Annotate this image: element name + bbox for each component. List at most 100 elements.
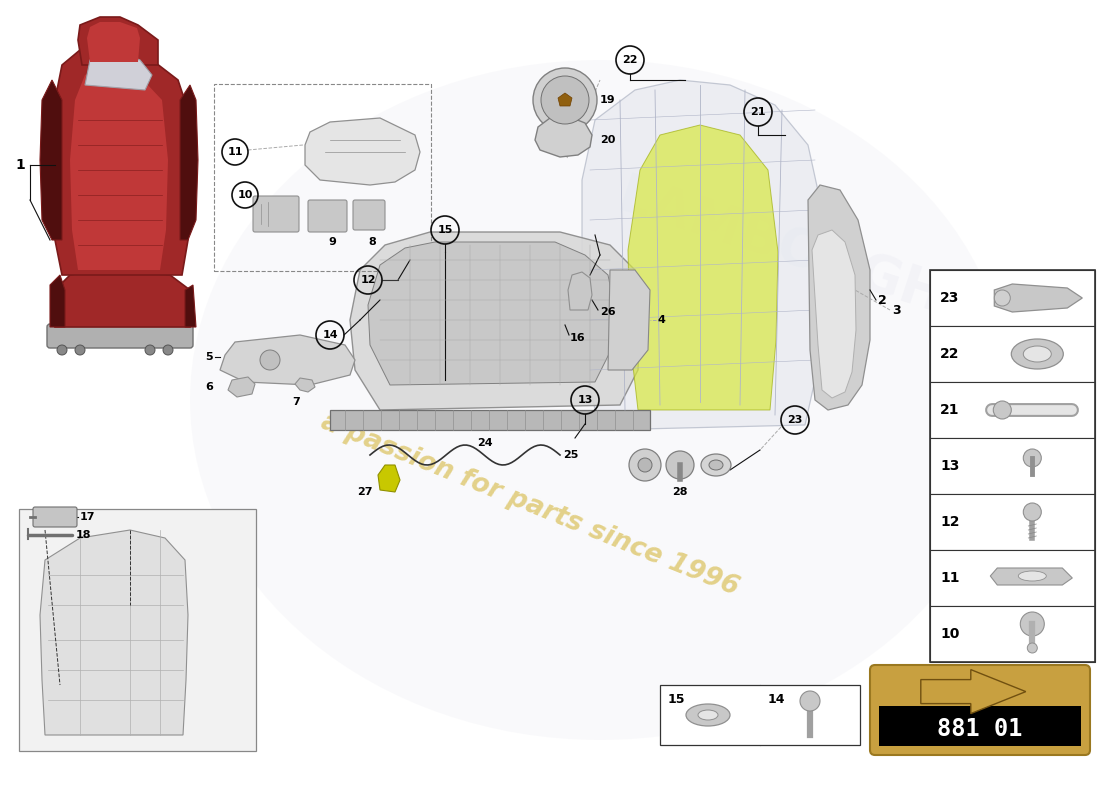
Text: 15: 15 [438, 225, 453, 235]
Polygon shape [378, 465, 400, 492]
Polygon shape [535, 117, 592, 157]
FancyBboxPatch shape [930, 326, 1094, 382]
Ellipse shape [190, 60, 1010, 740]
Ellipse shape [1019, 571, 1046, 581]
Ellipse shape [701, 454, 732, 476]
Text: 23: 23 [788, 415, 803, 425]
FancyBboxPatch shape [353, 200, 385, 230]
Polygon shape [40, 80, 62, 240]
Text: 18: 18 [76, 530, 91, 540]
Polygon shape [350, 232, 640, 410]
Text: 1: 1 [15, 158, 25, 172]
Text: 2: 2 [878, 294, 887, 306]
Circle shape [1021, 612, 1044, 636]
Circle shape [666, 451, 694, 479]
Polygon shape [228, 377, 255, 397]
Text: 22: 22 [940, 347, 959, 361]
Text: 20: 20 [600, 135, 615, 145]
FancyBboxPatch shape [930, 270, 1094, 326]
Text: 8: 8 [368, 237, 376, 247]
FancyBboxPatch shape [930, 606, 1094, 662]
Polygon shape [70, 68, 168, 270]
Polygon shape [330, 410, 650, 430]
FancyBboxPatch shape [253, 196, 299, 232]
Text: 13: 13 [578, 395, 593, 405]
Text: 14: 14 [768, 693, 785, 706]
Polygon shape [305, 118, 420, 185]
Text: 10: 10 [238, 190, 253, 200]
Circle shape [993, 401, 1011, 419]
Circle shape [534, 68, 597, 132]
Polygon shape [582, 80, 820, 430]
Ellipse shape [698, 710, 718, 720]
Text: a passion for parts since 1996: a passion for parts since 1996 [317, 409, 742, 601]
Polygon shape [180, 85, 198, 240]
Polygon shape [368, 242, 615, 385]
FancyBboxPatch shape [930, 382, 1094, 438]
Circle shape [1027, 643, 1037, 653]
Text: 25: 25 [563, 450, 579, 460]
Circle shape [541, 76, 589, 124]
Text: 12: 12 [940, 515, 959, 529]
Polygon shape [220, 335, 355, 385]
Polygon shape [295, 378, 315, 392]
Ellipse shape [686, 704, 730, 726]
Polygon shape [78, 17, 158, 65]
Circle shape [994, 290, 1010, 306]
Circle shape [800, 691, 820, 711]
Polygon shape [185, 285, 196, 327]
FancyBboxPatch shape [870, 665, 1090, 755]
Text: 22: 22 [623, 55, 638, 65]
Text: 3: 3 [892, 303, 901, 317]
FancyBboxPatch shape [930, 438, 1094, 494]
Polygon shape [85, 50, 152, 90]
Ellipse shape [710, 460, 723, 470]
Circle shape [1023, 503, 1042, 521]
FancyBboxPatch shape [19, 509, 256, 751]
Ellipse shape [1011, 339, 1064, 369]
Circle shape [145, 345, 155, 355]
Polygon shape [55, 270, 190, 327]
Text: 9: 9 [328, 237, 336, 247]
Polygon shape [921, 670, 1026, 714]
Circle shape [57, 345, 67, 355]
Text: 21: 21 [750, 107, 766, 117]
Text: 21: 21 [940, 403, 959, 417]
Text: 19: 19 [600, 95, 616, 105]
Text: 12: 12 [361, 275, 376, 285]
FancyBboxPatch shape [930, 550, 1094, 606]
Circle shape [629, 449, 661, 481]
FancyBboxPatch shape [660, 685, 860, 745]
Circle shape [1023, 449, 1042, 467]
Text: 17: 17 [80, 512, 96, 522]
Text: 11: 11 [228, 147, 243, 157]
FancyBboxPatch shape [33, 507, 77, 527]
FancyBboxPatch shape [47, 324, 192, 348]
Circle shape [163, 345, 173, 355]
Text: 16: 16 [570, 333, 585, 343]
FancyBboxPatch shape [308, 200, 346, 232]
Polygon shape [990, 568, 1072, 585]
Text: 24: 24 [477, 438, 493, 448]
Text: 14: 14 [322, 330, 338, 340]
Polygon shape [994, 284, 1082, 312]
Polygon shape [40, 530, 188, 735]
Text: 6: 6 [205, 382, 213, 392]
Circle shape [638, 458, 652, 472]
Polygon shape [558, 93, 572, 106]
Text: 7: 7 [293, 397, 300, 407]
Polygon shape [808, 185, 870, 410]
Polygon shape [87, 22, 140, 62]
Polygon shape [568, 272, 592, 310]
Circle shape [260, 350, 280, 370]
Ellipse shape [1023, 346, 1052, 362]
Text: LAMBORGHINI: LAMBORGHINI [610, 170, 1030, 350]
Circle shape [75, 345, 85, 355]
Text: 4: 4 [658, 315, 666, 325]
Text: 5: 5 [206, 352, 213, 362]
Text: 28: 28 [672, 487, 688, 497]
Text: 27: 27 [358, 487, 373, 497]
FancyBboxPatch shape [879, 706, 1081, 746]
Text: 11: 11 [940, 571, 959, 585]
Polygon shape [628, 125, 778, 410]
